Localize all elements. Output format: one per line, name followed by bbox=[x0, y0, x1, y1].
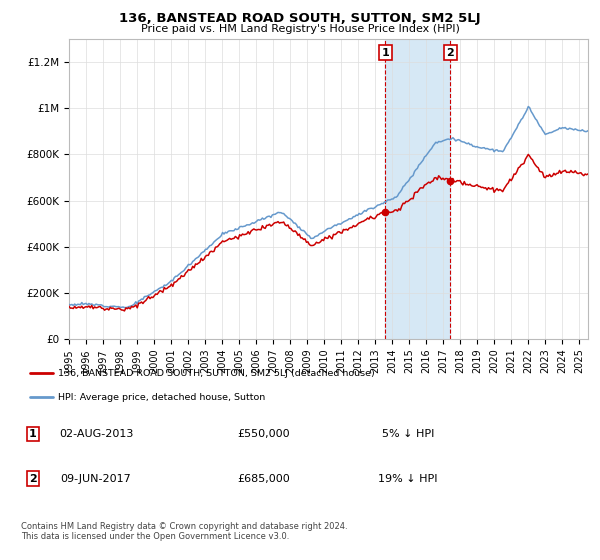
Text: 1: 1 bbox=[29, 429, 37, 439]
Text: 136, BANSTEAD ROAD SOUTH, SUTTON, SM2 5LJ (detached house): 136, BANSTEAD ROAD SOUTH, SUTTON, SM2 5L… bbox=[58, 369, 375, 378]
Text: 136, BANSTEAD ROAD SOUTH, SUTTON, SM2 5LJ: 136, BANSTEAD ROAD SOUTH, SUTTON, SM2 5L… bbox=[119, 12, 481, 25]
Text: 5% ↓ HPI: 5% ↓ HPI bbox=[382, 429, 434, 439]
Text: 02-AUG-2013: 02-AUG-2013 bbox=[59, 429, 133, 439]
Text: Price paid vs. HM Land Registry's House Price Index (HPI): Price paid vs. HM Land Registry's House … bbox=[140, 24, 460, 34]
Text: 09-JUN-2017: 09-JUN-2017 bbox=[61, 474, 131, 484]
Text: HPI: Average price, detached house, Sutton: HPI: Average price, detached house, Sutt… bbox=[58, 393, 265, 402]
Text: £685,000: £685,000 bbox=[238, 474, 290, 484]
Bar bbox=[385, 39, 451, 339]
Text: £550,000: £550,000 bbox=[238, 429, 290, 439]
Text: 2: 2 bbox=[29, 474, 37, 484]
Text: 2: 2 bbox=[446, 48, 454, 58]
Text: 1: 1 bbox=[382, 48, 389, 58]
Text: Contains HM Land Registry data © Crown copyright and database right 2024.
This d: Contains HM Land Registry data © Crown c… bbox=[21, 522, 347, 542]
Text: 19% ↓ HPI: 19% ↓ HPI bbox=[378, 474, 438, 484]
